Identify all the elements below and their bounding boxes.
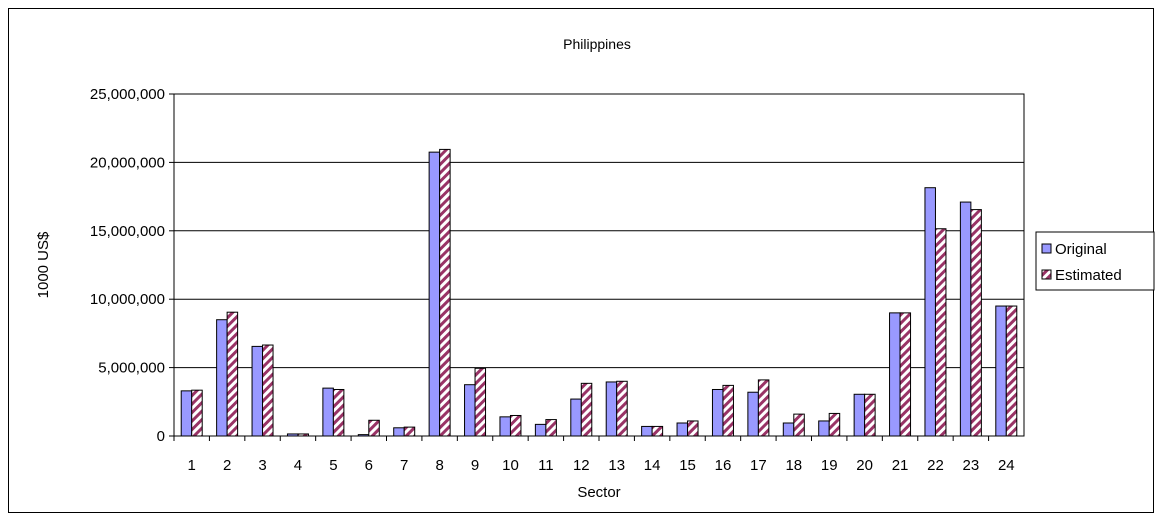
bar-estimated-sector-21 bbox=[899, 312, 912, 437]
bar-estimated-sector-12 bbox=[580, 382, 593, 437]
legend: Original Estimated bbox=[1035, 231, 1155, 291]
bar-original-sector-19 bbox=[818, 420, 830, 437]
bar-original-sector-9 bbox=[464, 384, 476, 437]
x-tick-label: 1 bbox=[188, 457, 196, 474]
bar-original-sector-6 bbox=[357, 434, 370, 437]
x-tick-label: 22 bbox=[927, 457, 944, 474]
bar-original-sector-5 bbox=[322, 387, 334, 437]
x-tick-label: 14 bbox=[644, 457, 661, 474]
plot-area bbox=[173, 93, 1025, 437]
bar-estimated-sector-3 bbox=[262, 344, 274, 437]
bar-original-sector-7 bbox=[393, 427, 405, 437]
chart-title: Philippines bbox=[563, 36, 631, 52]
legend-swatch-estimated bbox=[1041, 269, 1052, 280]
bar-original-sector-23 bbox=[959, 201, 972, 437]
x-tick-label: 19 bbox=[821, 457, 838, 474]
bar-estimated-sector-2 bbox=[226, 311, 239, 437]
x-tick-label: 2 bbox=[223, 457, 231, 474]
bar-estimated-sector-19 bbox=[828, 412, 841, 437]
bar-original-sector-20 bbox=[853, 393, 866, 437]
x-tick-label: 3 bbox=[258, 457, 266, 474]
legend-box bbox=[1035, 231, 1155, 291]
bar-estimated-sector-4 bbox=[297, 433, 309, 437]
x-tick-label: 24 bbox=[998, 457, 1015, 474]
y-tick-label: 20,000,000 bbox=[90, 154, 165, 171]
bar-original-sector-4 bbox=[286, 433, 299, 437]
bar-estimated-sector-10 bbox=[509, 414, 522, 437]
bar-original-sector-18 bbox=[782, 422, 795, 437]
x-tick-label: 23 bbox=[963, 457, 980, 474]
bar-original-sector-8 bbox=[428, 151, 441, 437]
bar-original-sector-12 bbox=[570, 398, 582, 437]
x-tick-label: 16 bbox=[715, 457, 732, 474]
bar-estimated-sector-20 bbox=[864, 393, 876, 437]
bar-original-sector-22 bbox=[924, 187, 936, 437]
bar-original-sector-13 bbox=[605, 381, 618, 437]
bar-estimated-sector-8 bbox=[439, 148, 451, 437]
bar-estimated-sector-14 bbox=[651, 425, 664, 437]
bar-estimated-sector-6 bbox=[368, 419, 380, 437]
bar-estimated-sector-1 bbox=[191, 389, 203, 437]
bar-estimated-sector-16 bbox=[722, 384, 734, 437]
bar-estimated-sector-23 bbox=[970, 209, 982, 437]
gridlines bbox=[174, 161, 1024, 369]
x-tick-label: 12 bbox=[573, 457, 590, 474]
x-tick-label: 13 bbox=[608, 457, 625, 474]
bar-original-sector-1 bbox=[180, 390, 193, 437]
bar-estimated-sector-9 bbox=[474, 367, 487, 437]
bar-original-sector-16 bbox=[711, 388, 724, 437]
x-tick-label: 11 bbox=[538, 457, 554, 474]
x-tick-label: 6 bbox=[365, 457, 373, 474]
x-tick-label: 18 bbox=[785, 457, 802, 474]
x-axis-title: Sector bbox=[577, 484, 620, 501]
bar-estimated-sector-7 bbox=[403, 426, 416, 437]
bar-estimated-sector-22 bbox=[934, 228, 947, 437]
x-tick-label: 9 bbox=[471, 457, 479, 474]
y-tick-label: 5,000,000 bbox=[98, 360, 165, 377]
bar-estimated-sector-5 bbox=[332, 388, 345, 437]
y-tick-label: 25,000,000 bbox=[90, 86, 165, 103]
bars bbox=[180, 148, 1018, 437]
bar-original-sector-3 bbox=[251, 345, 264, 437]
y-tick-label: 0 bbox=[157, 428, 165, 445]
y-tick-label: 15,000,000 bbox=[90, 223, 165, 240]
y-axis-title: 1000 US$ bbox=[35, 231, 52, 298]
bar-original-sector-21 bbox=[889, 312, 901, 437]
x-tick-label: 21 bbox=[892, 457, 909, 474]
bar-estimated-sector-11 bbox=[545, 419, 557, 437]
y-axis-ticks: 0 5,000,000 10,000,000 15,000,000 20,000,000… bbox=[90, 86, 174, 445]
bar-original-sector-15 bbox=[676, 422, 689, 437]
bar-original-sector-10 bbox=[499, 416, 511, 437]
legend-swatch-original bbox=[1041, 243, 1052, 254]
x-tick-label: 7 bbox=[400, 457, 408, 474]
bar-estimated-sector-18 bbox=[793, 413, 805, 437]
legend-label-estimated: Estimated bbox=[1055, 267, 1122, 284]
y-tick-label: 10,000,000 bbox=[90, 291, 165, 308]
x-tick-label: 15 bbox=[679, 457, 696, 474]
bar-original-sector-17 bbox=[747, 391, 759, 437]
bar-estimated-sector-17 bbox=[757, 379, 770, 437]
bar-estimated-sector-15 bbox=[687, 420, 699, 437]
bar-estimated-sector-13 bbox=[616, 380, 628, 437]
bar-original-sector-11 bbox=[534, 423, 547, 437]
bar-original-sector-24 bbox=[995, 305, 1007, 437]
x-tick-label: 8 bbox=[435, 457, 443, 474]
x-tick-label: 20 bbox=[856, 457, 873, 474]
x-tick-label: 17 bbox=[750, 457, 767, 474]
x-tick-label: 4 bbox=[294, 457, 302, 474]
bar-original-sector-14 bbox=[641, 425, 653, 437]
x-axis-ticks: 1 2 3 4 5 6 7 8 9 10 11 12 13 14 15 16 17 18 19 20 21 22 23 24 bbox=[173, 436, 1015, 474]
x-tick-label: 5 bbox=[329, 457, 337, 474]
x-tick-label: 10 bbox=[502, 457, 519, 474]
legend-label-original: Original bbox=[1055, 241, 1107, 258]
bar-original-sector-2 bbox=[216, 319, 228, 437]
bar-estimated-sector-24 bbox=[1005, 305, 1018, 437]
